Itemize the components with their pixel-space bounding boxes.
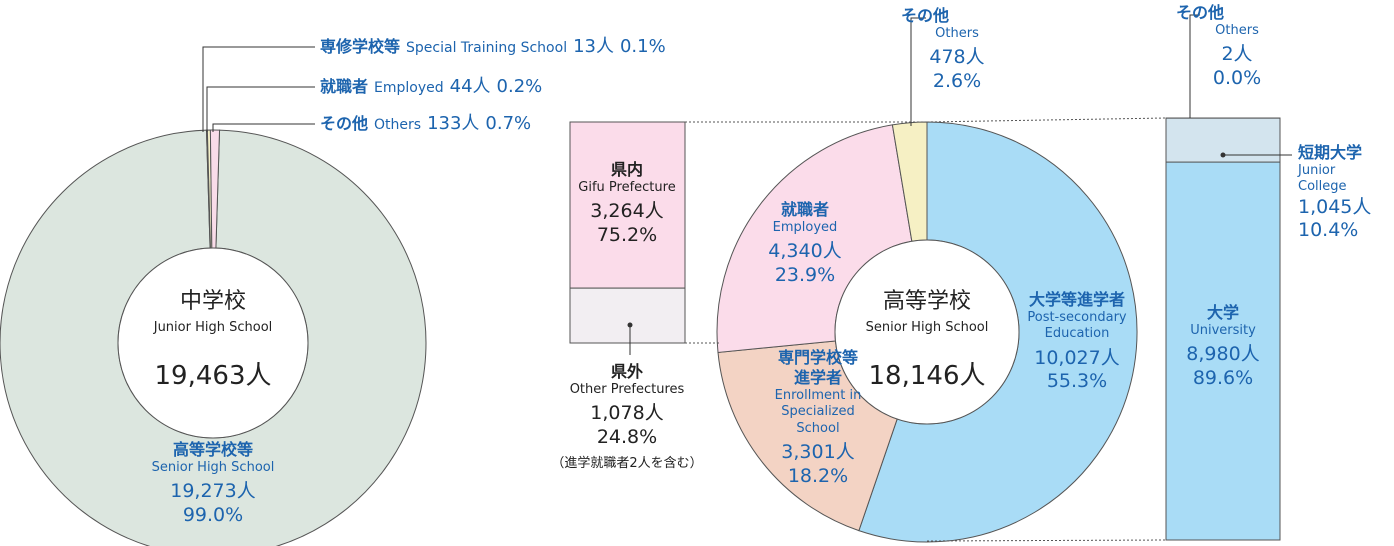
segment-label: その他 Others 133人 0.7% [320,112,531,136]
percent-label: 0.0% [1212,67,1262,89]
center-label: 19,463人 [154,361,272,392]
percent-label: 24.8% [596,426,658,448]
category-name-en: Others [374,116,422,133]
value-label: 133人 [427,112,480,134]
connector-line [926,539,1167,542]
center-label: Senior High School [865,319,989,335]
category-name: その他 [901,6,950,25]
percent-label: 18.2% [787,464,849,487]
percent-label: 2.6% [932,70,982,92]
category-name: 専門学校等進学者 [777,348,858,387]
category-name: 就職者 [780,200,829,219]
category-name: 就職者 [320,76,369,96]
segment-label: 県外 Other Prefectures 1,078人 24.8% （進学就職者2人を含… [537,362,717,472]
value-label: 8,980人 [1186,343,1260,366]
value-label: 3,301人 [781,440,855,463]
percent-label: 99.0% [182,504,244,526]
segment-label: その他 Others 2人 0.0% [1176,3,1282,91]
category-name-en: Post-secondary Education [1027,310,1127,342]
category-name-en: Senior High School [151,460,275,475]
segment-label: 短期大学 Junior College 1,045人 10.4% [1298,143,1388,243]
callout-line [206,86,315,132]
percent-label: 55.3% [1046,370,1108,393]
percent-label: 0.7% [485,112,532,134]
value-label: 44人 [449,75,491,97]
category-name: 短期大学 [1298,143,1363,162]
category-name: その他 [320,113,369,133]
category-name-en: Enrollment in Specialized School [774,388,862,436]
value-label: 478人 [929,46,985,69]
value-label: 19,273人 [170,480,256,503]
segment-label: 就職者 Employed 4,340人 23.9% [745,200,865,288]
category-name: 県内 [610,160,643,179]
bar-segment [569,287,686,344]
percent-label: 10.4% [1298,219,1359,242]
percent-label: 75.2% [596,224,658,246]
bar-segment [569,121,686,289]
percent-label: 23.9% [774,264,836,286]
category-name: 大学等進学者 [1028,290,1125,309]
callout-line [1189,14,1200,118]
bar-segment [1165,161,1281,541]
segment-label: 就職者 Employed 44人 0.2% [320,76,542,99]
value-label: 13人 [573,35,614,57]
segment-label: 大学 University 8,980人 89.6% [1168,303,1278,391]
callout-line [202,46,315,132]
segment-label: 大学等進学者 Post-secondary Education 10,027人 55.… [1012,290,1142,394]
category-name-en: Gifu Prefecture [578,180,676,195]
category-name-en: Employed [772,220,838,235]
category-name-en: University [1190,323,1256,338]
center-label: 高等学校 [882,288,972,314]
segment-label: 専門学校等進学者 Enrollment in Specialized School… [748,348,888,488]
donut-hole [117,247,309,439]
segment-label: 高等学校等 Senior High School 19,273人 99.0% [113,440,313,528]
segment-label: その他 Others 478人 2.6% [901,6,1007,94]
category-name-en: Junior College [1298,163,1347,195]
percent-label: 0.2% [496,75,543,97]
category-name: その他 [1176,3,1225,22]
category-name: 県外 [610,362,643,381]
category-name-en: Other Prefectures [569,382,685,397]
center-label: 18,146人 [868,361,986,392]
connector-line [926,117,1167,123]
percent-label: 0.1% [619,35,666,57]
category-name-en: Special Training School [406,39,568,56]
segment-label: 専修学校等 Special Training School 13人 0.1% [320,36,666,59]
value-label: 10,027人 [1034,346,1120,369]
segment-label: 県内 Gifu Prefecture 3,264人 75.2% [567,160,687,248]
center-label: 中学校 [179,288,247,314]
center-label: Junior High School [153,319,273,335]
category-name: 専修学校等 [320,36,401,56]
category-name: 大学 [1206,303,1239,322]
value-label: 3,264人 [590,200,664,223]
value-label: 4,340人 [768,240,842,263]
category-name-en: Others [1215,23,1259,38]
value-label: 2人 [1221,43,1253,66]
callout-line [910,17,926,126]
value-label: 1,078人 [590,402,664,425]
callout-line [212,123,315,132]
note: （進学就職者2人を含む） [551,455,703,471]
category-name-en: Others [935,26,979,41]
value-label: 1,045人 [1298,195,1372,218]
percent-label: 89.6% [1192,367,1254,389]
category-name-en: Employed [374,79,444,96]
category-name: 高等学校等 [172,440,253,459]
donut-hole [834,239,1020,425]
